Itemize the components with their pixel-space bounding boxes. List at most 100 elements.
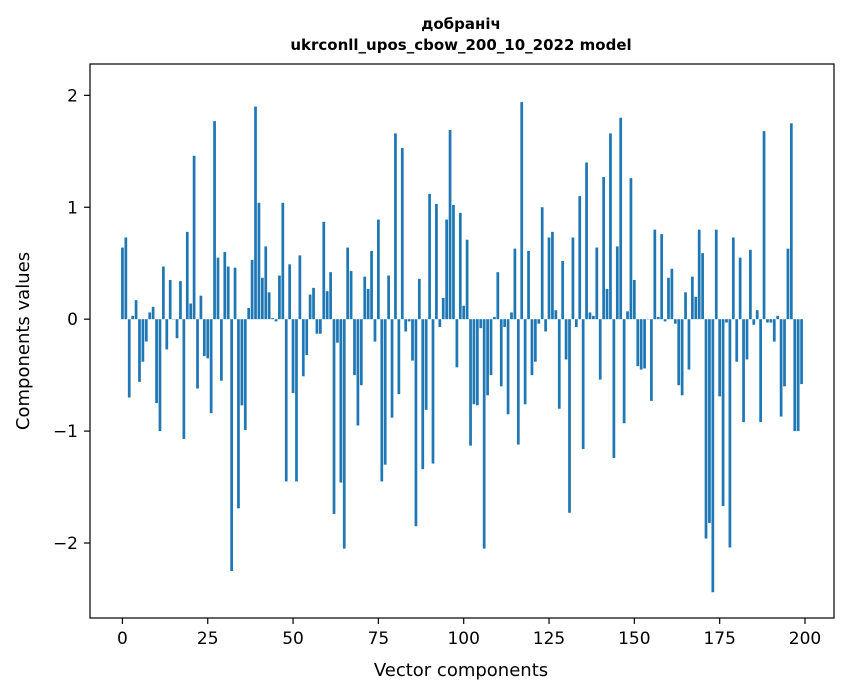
bar: [718, 319, 722, 397]
bar: [380, 319, 384, 482]
bar: [605, 288, 609, 320]
bar: [438, 319, 442, 328]
bar: [175, 319, 179, 339]
bar: [148, 312, 152, 320]
bar: [134, 300, 138, 320]
bar: [383, 319, 387, 465]
bar: [127, 319, 131, 398]
bar: [731, 237, 735, 320]
x-axis-ticks: 0 25 50 75 100 125 150 175 200: [117, 618, 821, 649]
bar: [626, 311, 629, 320]
bar: [755, 310, 759, 320]
bar: [598, 319, 602, 380]
bar: [629, 178, 633, 320]
bar: [694, 296, 698, 320]
bar: [411, 319, 414, 361]
bar: [397, 319, 401, 395]
bar: [574, 319, 578, 328]
bar: [636, 319, 640, 367]
bar: [192, 155, 196, 320]
bar: [660, 234, 664, 320]
bar: [691, 276, 694, 320]
bar: [257, 202, 261, 320]
y-tick-label: −1: [53, 422, 78, 442]
bar: [400, 147, 404, 320]
bar: [312, 287, 315, 320]
bar: [209, 319, 213, 414]
bar: [523, 319, 527, 405]
bar: [585, 162, 588, 320]
y-tick-label: −2: [53, 534, 78, 554]
bar: [315, 319, 319, 334]
bar: [260, 277, 264, 320]
bar: [506, 319, 510, 415]
bar: [308, 294, 312, 320]
bar: [288, 264, 292, 320]
bar: [639, 319, 643, 370]
bar: [697, 229, 701, 320]
bar: [742, 319, 745, 423]
bar: [421, 319, 425, 470]
bar: [513, 248, 517, 320]
bar: [243, 319, 247, 430]
bar: [656, 316, 660, 320]
y-tick-label: 0: [67, 310, 78, 330]
bar: [520, 102, 524, 320]
bar: [390, 319, 394, 418]
bar: [684, 292, 687, 320]
bar: [295, 319, 298, 482]
bar: [213, 121, 216, 320]
chart-title: добраніч: [421, 15, 501, 33]
bar: [653, 229, 657, 320]
bar: [482, 319, 486, 549]
bar: [592, 315, 595, 320]
bar: [329, 272, 332, 320]
bar: [615, 246, 619, 320]
bar: [588, 312, 592, 320]
bar: [155, 319, 158, 404]
bar: [738, 257, 742, 320]
bar: [503, 319, 507, 328]
bar: [202, 319, 206, 357]
bar: [237, 319, 240, 509]
bar: [581, 319, 585, 450]
bar: [144, 319, 148, 342]
bar: [250, 259, 254, 320]
bar: [745, 319, 749, 360]
bar: [721, 319, 725, 507]
bar: [448, 130, 452, 320]
bar: [489, 319, 493, 376]
bar: [370, 250, 373, 320]
bar: [424, 319, 428, 410]
bar: [414, 319, 418, 527]
bar: [786, 248, 790, 320]
bar: [704, 319, 708, 539]
bar: [274, 319, 278, 322]
bar: [465, 239, 469, 320]
bar: [220, 319, 223, 381]
bar: [179, 281, 182, 320]
bars-group: [121, 102, 803, 593]
bar: [226, 266, 230, 320]
bar: [493, 316, 496, 320]
bar: [301, 319, 305, 377]
bar: [766, 319, 769, 323]
bar: [663, 319, 667, 322]
bar: [557, 319, 561, 409]
bar: [776, 315, 780, 320]
bar: [643, 319, 646, 369]
x-tick-label: 200: [789, 629, 821, 649]
bar: [339, 319, 343, 483]
bar: [233, 267, 237, 320]
bar: [264, 246, 268, 320]
bar: [359, 319, 363, 386]
bar: [462, 305, 466, 320]
bar: [455, 319, 459, 368]
bar: [612, 319, 616, 458]
bar: [356, 319, 360, 426]
x-tick-label: 25: [197, 629, 219, 649]
bar: [673, 319, 677, 324]
y-axis-ticks: −2 −1 0 1 2: [53, 86, 90, 554]
bar: [783, 319, 786, 387]
bar: [496, 272, 500, 320]
